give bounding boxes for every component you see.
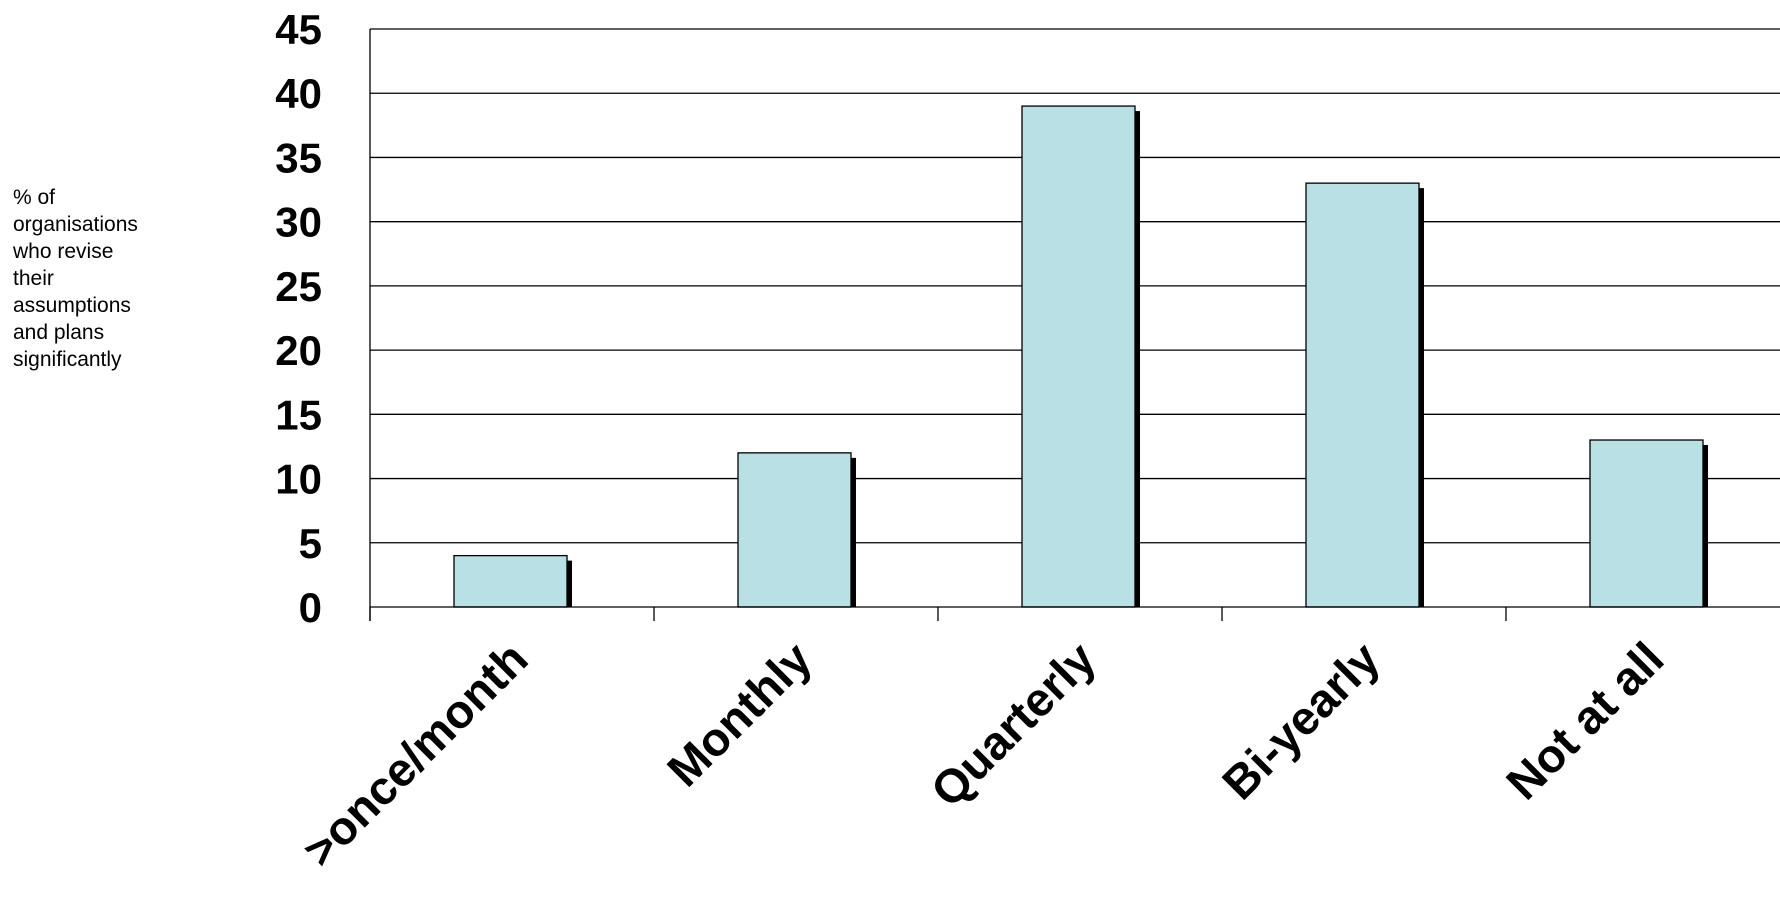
y-tick-label: 25 [275,263,322,310]
y-tick-label: 30 [275,199,322,246]
x-tick-label: Not at all [1496,632,1674,810]
bar [1305,182,1420,608]
x-tick-label: >once/month [292,632,537,877]
bar [453,554,568,608]
bar [1589,439,1704,608]
x-tick-label: Quarterly [920,632,1105,817]
bar [1021,105,1136,608]
y-tick-label: 40 [275,70,322,117]
y-tick-label: 15 [275,391,322,438]
x-tick-label: Monthly [657,632,822,797]
x-tick-labels: >once/month Monthly Quarterly Bi-yearly Not … [292,632,1673,877]
y-axis-label: % of organisations who revise their assu… [13,186,138,371]
y-tick-labels: 0 5 10 15 20 25 30 35 40 45 [275,6,322,631]
bar [737,452,852,608]
y-tick-label: 20 [275,327,322,374]
y-tick-label: 0 [299,584,322,631]
y-tick-label: 45 [275,6,322,53]
x-tick-label: Bi-yearly [1212,632,1390,810]
y-tick-label: 10 [275,456,322,503]
axes [369,29,1780,621]
y-tick-label: 35 [275,134,322,181]
bars [453,105,1708,608]
y-tick-label: 5 [299,520,322,567]
